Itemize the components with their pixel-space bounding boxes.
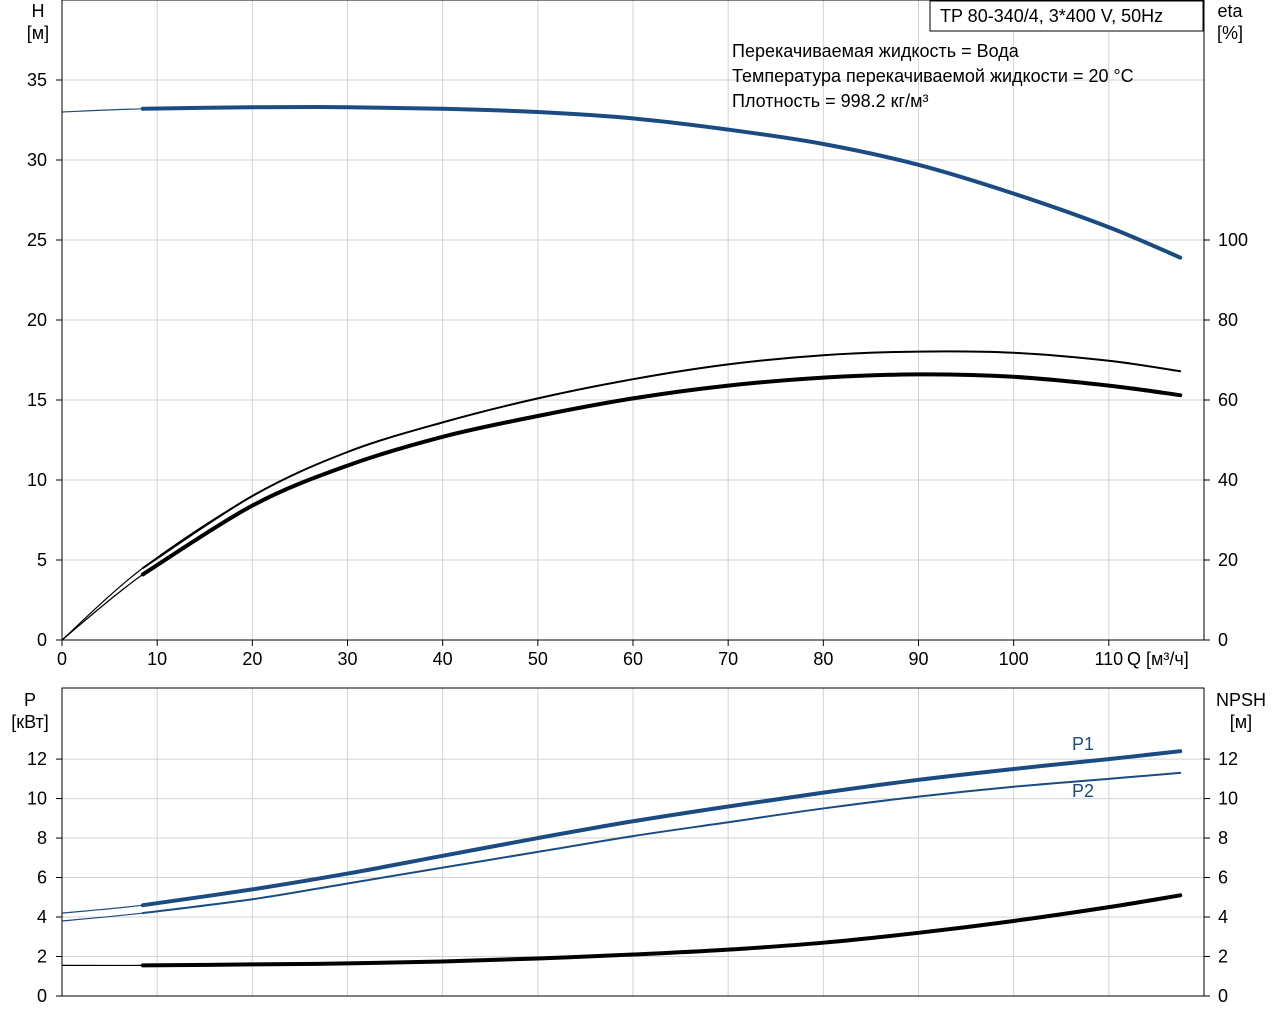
q-tick-label-50: 50 — [528, 649, 548, 669]
q-tick-label-10: 10 — [147, 649, 167, 669]
p-axis-ticks: 0 2 4 6 8 10 12 — [27, 749, 62, 1006]
eta-tick-label-20: 20 — [1218, 550, 1238, 570]
h-tick-label-30: 30 — [27, 150, 47, 170]
q-tick-label-110: 110 — [1094, 649, 1123, 669]
q-tick-label-100: 100 — [999, 649, 1029, 669]
eta-tick-label-0: 0 — [1218, 630, 1228, 650]
h-axis-unit: [м] — [27, 23, 49, 43]
h-tick-label-25: 25 — [27, 230, 47, 250]
q-axis-ticks: 0 10 20 30 40 50 60 70 80 90 100 110 — [57, 640, 1123, 669]
npsh-axis-unit: [м] — [1230, 712, 1252, 732]
eta-tick-label-100: 100 — [1218, 230, 1248, 250]
bottom-series — [61, 749, 1183, 968]
series-p1-line — [140, 749, 1183, 908]
series-p2-line — [141, 771, 1182, 915]
h-tick-label-5: 5 — [37, 550, 47, 570]
eta-tick-label-60: 60 — [1218, 390, 1238, 410]
p2-series-label: P2 — [1072, 781, 1094, 801]
npsh-axis-label: NPSH — [1216, 690, 1266, 710]
q-tick-label-0: 0 — [57, 649, 67, 669]
top-series — [61, 104, 1183, 641]
npsh-axis-ticks: 0 2 4 6 8 10 12 — [1204, 749, 1238, 1006]
model-title-box — [929, 0, 1204, 32]
eta-axis-unit: [%] — [1217, 23, 1243, 43]
series-eta1-line — [141, 350, 1182, 569]
h-tick-label-15: 15 — [27, 390, 47, 410]
p-tick-label-0: 0 — [37, 986, 47, 1006]
h-tick-label-0: 0 — [37, 630, 47, 650]
p-axis-unit: [кВт] — [11, 712, 49, 732]
q-tick-label-80: 80 — [813, 649, 833, 669]
info-density: Плотность = 998.2 кг/м³ — [732, 91, 928, 111]
eta-tick-label-80: 80 — [1218, 310, 1238, 330]
npsh-tick-label-4: 4 — [1218, 907, 1228, 927]
head-efficiency-plot: 0 5 10 15 20 25 30 35 0 20 40 60 80 100 0 10 20 30 40 50 6… — [27, 0, 1248, 669]
npsh-tick-label-12: 12 — [1218, 749, 1238, 769]
eta-axis-ticks: 0 20 40 60 80 100 — [1204, 230, 1248, 650]
bottom-plot-frame — [61, 687, 1205, 997]
series-npsh-line — [140, 893, 1183, 968]
p-tick-label-2: 2 — [37, 947, 47, 967]
eta-axis-label: eta — [1217, 1, 1243, 21]
model-title: TP 80-340/4, 3*400 V, 50Hz — [940, 6, 1163, 26]
npsh-tick-label-8: 8 — [1218, 828, 1228, 848]
info-liquid: Перекачиваемая жидкость = Вода — [732, 41, 1020, 61]
p-tick-label-12: 12 — [27, 749, 47, 769]
series-h-line — [140, 104, 1183, 260]
q-tick-label-40: 40 — [433, 649, 453, 669]
q-tick-label-20: 20 — [242, 649, 262, 669]
p-axis-label: P — [24, 690, 36, 710]
p-tick-label-8: 8 — [37, 828, 47, 848]
h-axis-ticks: 0 5 10 15 20 25 30 35 — [27, 70, 62, 650]
bottom-grid — [62, 688, 1204, 996]
q-tick-label-70: 70 — [718, 649, 738, 669]
p-tick-label-10: 10 — [27, 789, 47, 809]
eta-tick-label-40: 40 — [1218, 470, 1238, 490]
h-tick-label-20: 20 — [27, 310, 47, 330]
npsh-tick-label-0: 0 — [1218, 986, 1228, 1006]
q-tick-label-60: 60 — [623, 649, 643, 669]
p-tick-label-6: 6 — [37, 868, 47, 888]
p-tick-label-4: 4 — [37, 907, 47, 927]
npsh-tick-label-10: 10 — [1218, 789, 1238, 809]
h-tick-label-10: 10 — [27, 470, 47, 490]
npsh-tick-label-2: 2 — [1218, 947, 1228, 967]
h-axis-label: H — [32, 1, 45, 21]
npsh-tick-label-6: 6 — [1218, 868, 1228, 888]
q-tick-label-30: 30 — [337, 649, 357, 669]
series-eta2-line — [140, 372, 1183, 577]
q-tick-label-90: 90 — [908, 649, 928, 669]
p1-series-label: P1 — [1072, 734, 1094, 754]
h-tick-label-35: 35 — [27, 70, 47, 90]
q-axis-label: Q [м³/ч] — [1127, 649, 1189, 669]
info-temperature: Температура перекачиваемой жидкости = 20… — [732, 66, 1134, 86]
